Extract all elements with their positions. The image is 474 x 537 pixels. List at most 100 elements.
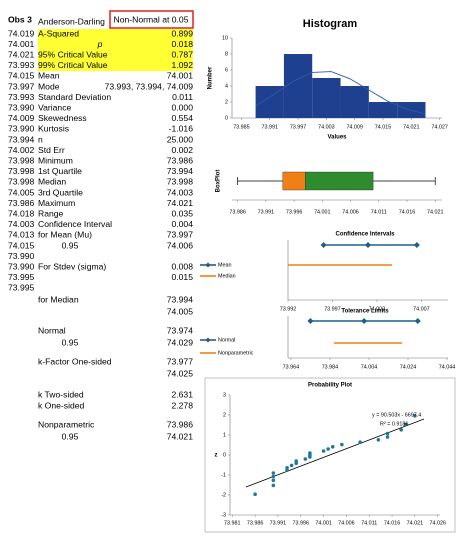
x-tick-label: 74.002 xyxy=(369,306,386,312)
legend-label: Median xyxy=(218,273,236,279)
x-tick-label: 74.021 xyxy=(427,209,444,215)
stat-value: 74.021 xyxy=(167,431,194,441)
point xyxy=(385,435,390,439)
stat-label: Kurtosis xyxy=(38,124,69,134)
stat-value: 73.986 xyxy=(167,419,194,429)
stat-value: 0.015 xyxy=(171,272,193,282)
bar xyxy=(283,54,313,118)
stat-label: Nonparametric xyxy=(38,419,95,429)
interval-center xyxy=(365,242,371,248)
y-tick-label: 6 xyxy=(225,67,228,73)
highlight xyxy=(38,29,193,71)
stat-value: 73.993, 73.994, 74.009 xyxy=(105,81,194,91)
y-axis-label: BoxPlot xyxy=(216,170,222,193)
point xyxy=(271,483,276,488)
interval-end xyxy=(307,318,314,324)
stat-value: 73.998 xyxy=(167,177,194,187)
stat-label: Confidence Interval xyxy=(38,219,112,229)
test-result: Non-Normal at 0.05 xyxy=(114,14,189,24)
x-tick-label: 73.997 xyxy=(324,306,341,312)
x-tick-label: 73.991 xyxy=(270,520,287,526)
obs-value: 74.001 xyxy=(8,39,35,49)
stat-label: Std Err xyxy=(38,145,65,155)
stat-value: 1.092 xyxy=(171,60,193,70)
legend-marker xyxy=(205,337,211,343)
obs-value: 74.013 xyxy=(8,230,35,240)
point xyxy=(399,428,403,432)
interval-center xyxy=(361,318,368,324)
stat-value: 0.018 xyxy=(171,39,193,49)
y-tick-label: 2 xyxy=(223,412,226,418)
stat-value: 74.029 xyxy=(167,337,194,347)
point xyxy=(358,440,362,445)
stat-label: for Median xyxy=(38,294,79,304)
point xyxy=(308,451,312,455)
stat-label: Median xyxy=(38,177,66,187)
x-tick-label: 74.003 xyxy=(318,124,335,130)
stat-label: Mean xyxy=(38,71,60,81)
equation: y = 90.503x - 6697.4 xyxy=(372,412,421,418)
x-tick-label: 73.981 xyxy=(224,520,241,526)
x-tick-label: 73.984 xyxy=(322,364,339,370)
bar xyxy=(340,86,369,118)
x-tick-label: 73.985 xyxy=(233,124,250,130)
stat-label: n xyxy=(38,134,43,144)
stat-label: k Two-sided xyxy=(38,389,84,399)
y-tick-label: -1 xyxy=(221,472,226,478)
stat-value: 2.278 xyxy=(171,400,193,410)
r-squared: R² = 0.9186 xyxy=(380,421,408,427)
x-tick-label: 73.992 xyxy=(280,306,297,312)
obs-value: 73.993 xyxy=(8,60,35,70)
y-axis-label: z xyxy=(215,453,218,459)
stat-value: 74.021 xyxy=(167,198,194,208)
stat-value: 74.025 xyxy=(167,368,194,378)
stat-label: k-Factor One-sided xyxy=(38,356,112,366)
x-tick-label: 74.006 xyxy=(338,520,355,526)
stat-label: Variance xyxy=(38,102,71,112)
stat-label: Standard Deviation xyxy=(38,92,111,102)
box-upper xyxy=(305,171,374,191)
x-tick-label: 74.001 xyxy=(314,209,331,215)
stat-label: for Mean (Mu) xyxy=(38,230,92,240)
chart-frame xyxy=(204,377,456,533)
x-tick-label: 73.997 xyxy=(290,124,307,130)
x-tick-label: 73.996 xyxy=(293,520,310,526)
bar xyxy=(368,102,398,118)
stat-label: A-Squared xyxy=(38,28,79,38)
point xyxy=(321,449,326,453)
obs-value: 73.998 xyxy=(8,155,35,165)
obs-value: 74.021 xyxy=(8,49,35,59)
point xyxy=(326,447,330,451)
interval-end xyxy=(413,242,420,248)
stat-label: 3rd Quartile xyxy=(38,187,83,197)
x-tick-label: 74.006 xyxy=(342,209,359,215)
bar xyxy=(312,78,341,118)
y-tick-label: 0 xyxy=(225,115,228,121)
stat-label: Maximum xyxy=(38,198,75,208)
x-tick-label: 73.986 xyxy=(247,520,264,526)
point xyxy=(289,463,294,468)
point xyxy=(403,422,408,427)
stat-sub: p xyxy=(97,39,103,49)
stat-label: 99% Critical Value xyxy=(38,60,108,70)
x-tick-label: 74.007 xyxy=(413,306,430,312)
stat-value: 73.994 xyxy=(167,166,194,176)
stat-label: k One-sided xyxy=(38,400,85,410)
point xyxy=(413,414,417,418)
legend-label: Nonparametric xyxy=(218,350,254,356)
x-tick-label: 73.991 xyxy=(262,124,279,130)
stat-label: Skewedness xyxy=(38,113,87,123)
stat-label: 95% Critical Value xyxy=(38,49,108,59)
obs-header: Obs 3 xyxy=(8,14,32,24)
x-tick-label: 74.011 xyxy=(361,520,377,526)
obs-value: 73.997 xyxy=(8,81,35,91)
stat-label: For Stdev (sigma) xyxy=(38,261,106,271)
stat-value: 0.787 xyxy=(171,49,193,59)
x-tick-label: 74.024 xyxy=(400,364,417,370)
obs-value: 74.005 xyxy=(8,187,35,197)
stat-value: 73.986 xyxy=(167,155,194,165)
x-tick-label: 74.021 xyxy=(403,124,420,130)
x-tick-label: 74.001 xyxy=(315,520,332,526)
point xyxy=(385,431,390,436)
y-tick-label: 8 xyxy=(225,51,228,57)
